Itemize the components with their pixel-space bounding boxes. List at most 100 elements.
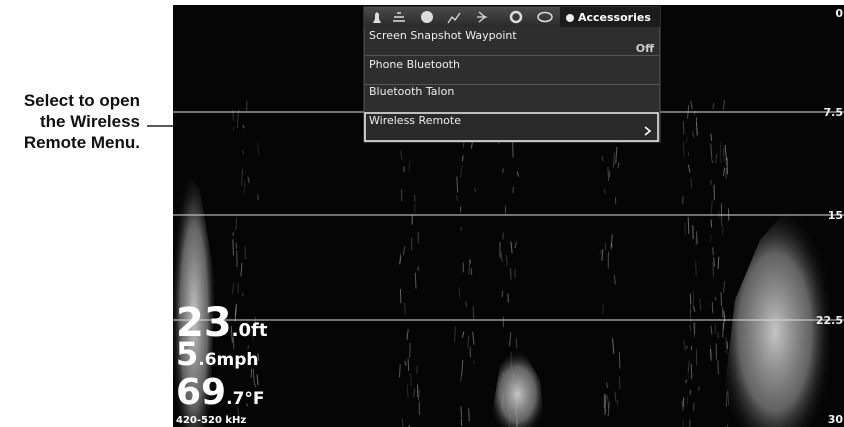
tab-icon[interactable] <box>421 11 433 23</box>
speckle <box>235 218 238 231</box>
tab-icon <box>566 14 574 22</box>
speckle <box>690 100 693 109</box>
speckle <box>710 349 712 361</box>
speckle <box>250 368 253 378</box>
speckle <box>681 400 684 411</box>
menu-item[interactable] <box>365 85 659 111</box>
speckle <box>409 373 412 387</box>
speckle <box>726 341 729 349</box>
speckle <box>399 255 402 265</box>
tab-icon[interactable] <box>537 11 553 23</box>
speckle <box>715 153 718 164</box>
menu-item-label: Wireless Remote <box>369 114 461 127</box>
speckle <box>607 167 610 182</box>
speckle <box>684 222 686 236</box>
tab-icon[interactable] <box>447 12 461 24</box>
speckle <box>232 232 235 236</box>
speckle <box>398 364 401 378</box>
menu-item-value: Off <box>636 42 654 55</box>
depth-label: 22.5 <box>816 314 843 327</box>
speckle <box>404 360 407 366</box>
speckle <box>237 407 240 423</box>
speckle <box>722 314 726 330</box>
speckle <box>474 188 477 193</box>
menu-item-selected[interactable] <box>364 112 659 142</box>
speckle <box>514 242 517 249</box>
speckle <box>240 262 243 277</box>
speckle <box>453 326 456 343</box>
speckle <box>602 304 605 314</box>
speckle <box>512 187 515 194</box>
readout-fraction: .7°F <box>226 389 264 409</box>
speckle <box>682 140 685 158</box>
speckle <box>601 249 604 261</box>
sonar-return <box>173 150 215 427</box>
speckle <box>612 338 615 354</box>
active-tab-label: Accessories <box>578 11 651 24</box>
speckle <box>615 146 618 164</box>
speckle <box>692 131 695 138</box>
menu-item-label: Screen Snapshot Waypoint <box>369 29 517 42</box>
speckle <box>690 345 693 351</box>
speckle <box>472 360 476 364</box>
speckle <box>687 360 690 375</box>
speckle <box>257 194 259 201</box>
readout-temp: 69.7°F <box>176 372 265 413</box>
speckle <box>417 266 420 272</box>
speckle <box>254 317 256 329</box>
speckle <box>512 141 514 158</box>
callout-line: Select to open <box>23 91 140 110</box>
speckle <box>697 386 700 391</box>
speckle <box>232 336 235 350</box>
speckle <box>505 254 508 263</box>
speckle <box>695 260 697 277</box>
tab-icon[interactable] <box>477 11 487 23</box>
frequency-label: 420-520 kHz <box>176 415 246 426</box>
readout-whole: 69 <box>176 372 226 413</box>
sonar-noise <box>230 99 730 427</box>
speckle <box>607 395 610 409</box>
speckle <box>230 326 233 343</box>
speckle <box>693 321 696 335</box>
active-tab[interactable] <box>560 7 660 27</box>
speckle <box>710 200 713 217</box>
speckle <box>722 99 726 111</box>
speckle <box>686 345 688 349</box>
depth-label: 30 <box>828 413 844 426</box>
speckle <box>468 408 470 422</box>
speckle <box>465 300 468 308</box>
menu-item[interactable] <box>365 56 659 84</box>
speckle <box>232 126 235 131</box>
callout-line: Remote Menu. <box>23 133 140 152</box>
menu: Accessories Screen Snapshot Waypoint Off… <box>363 6 661 143</box>
speckle <box>252 369 255 385</box>
speckle <box>695 348 698 366</box>
speckle <box>510 241 513 254</box>
speckle <box>710 344 712 358</box>
tab-icon[interactable] <box>373 12 381 23</box>
menu-item-label: Bluetooth Talon <box>369 85 454 98</box>
callout: Select to open the Wireless Remote Menu. <box>0 90 140 153</box>
menu-item[interactable] <box>365 28 659 55</box>
speckle <box>417 389 420 401</box>
speckle <box>460 165 463 178</box>
speckle <box>695 122 698 136</box>
speckle <box>599 249 602 255</box>
tab-icon[interactable] <box>509 10 523 24</box>
speckle <box>687 164 691 173</box>
speckle <box>720 292 723 307</box>
speckle <box>461 155 464 162</box>
speckle <box>604 394 607 412</box>
speckle <box>684 379 688 384</box>
readout-whole: 23 <box>176 300 232 346</box>
speckle <box>247 344 249 350</box>
speckle <box>693 306 696 312</box>
speckle <box>461 359 464 376</box>
speckle <box>722 280 726 293</box>
speckle <box>247 176 250 184</box>
speckle <box>257 353 260 361</box>
tab-icons <box>373 10 553 24</box>
tab-icon[interactable] <box>393 12 405 22</box>
depth-label: 0 <box>835 7 843 20</box>
